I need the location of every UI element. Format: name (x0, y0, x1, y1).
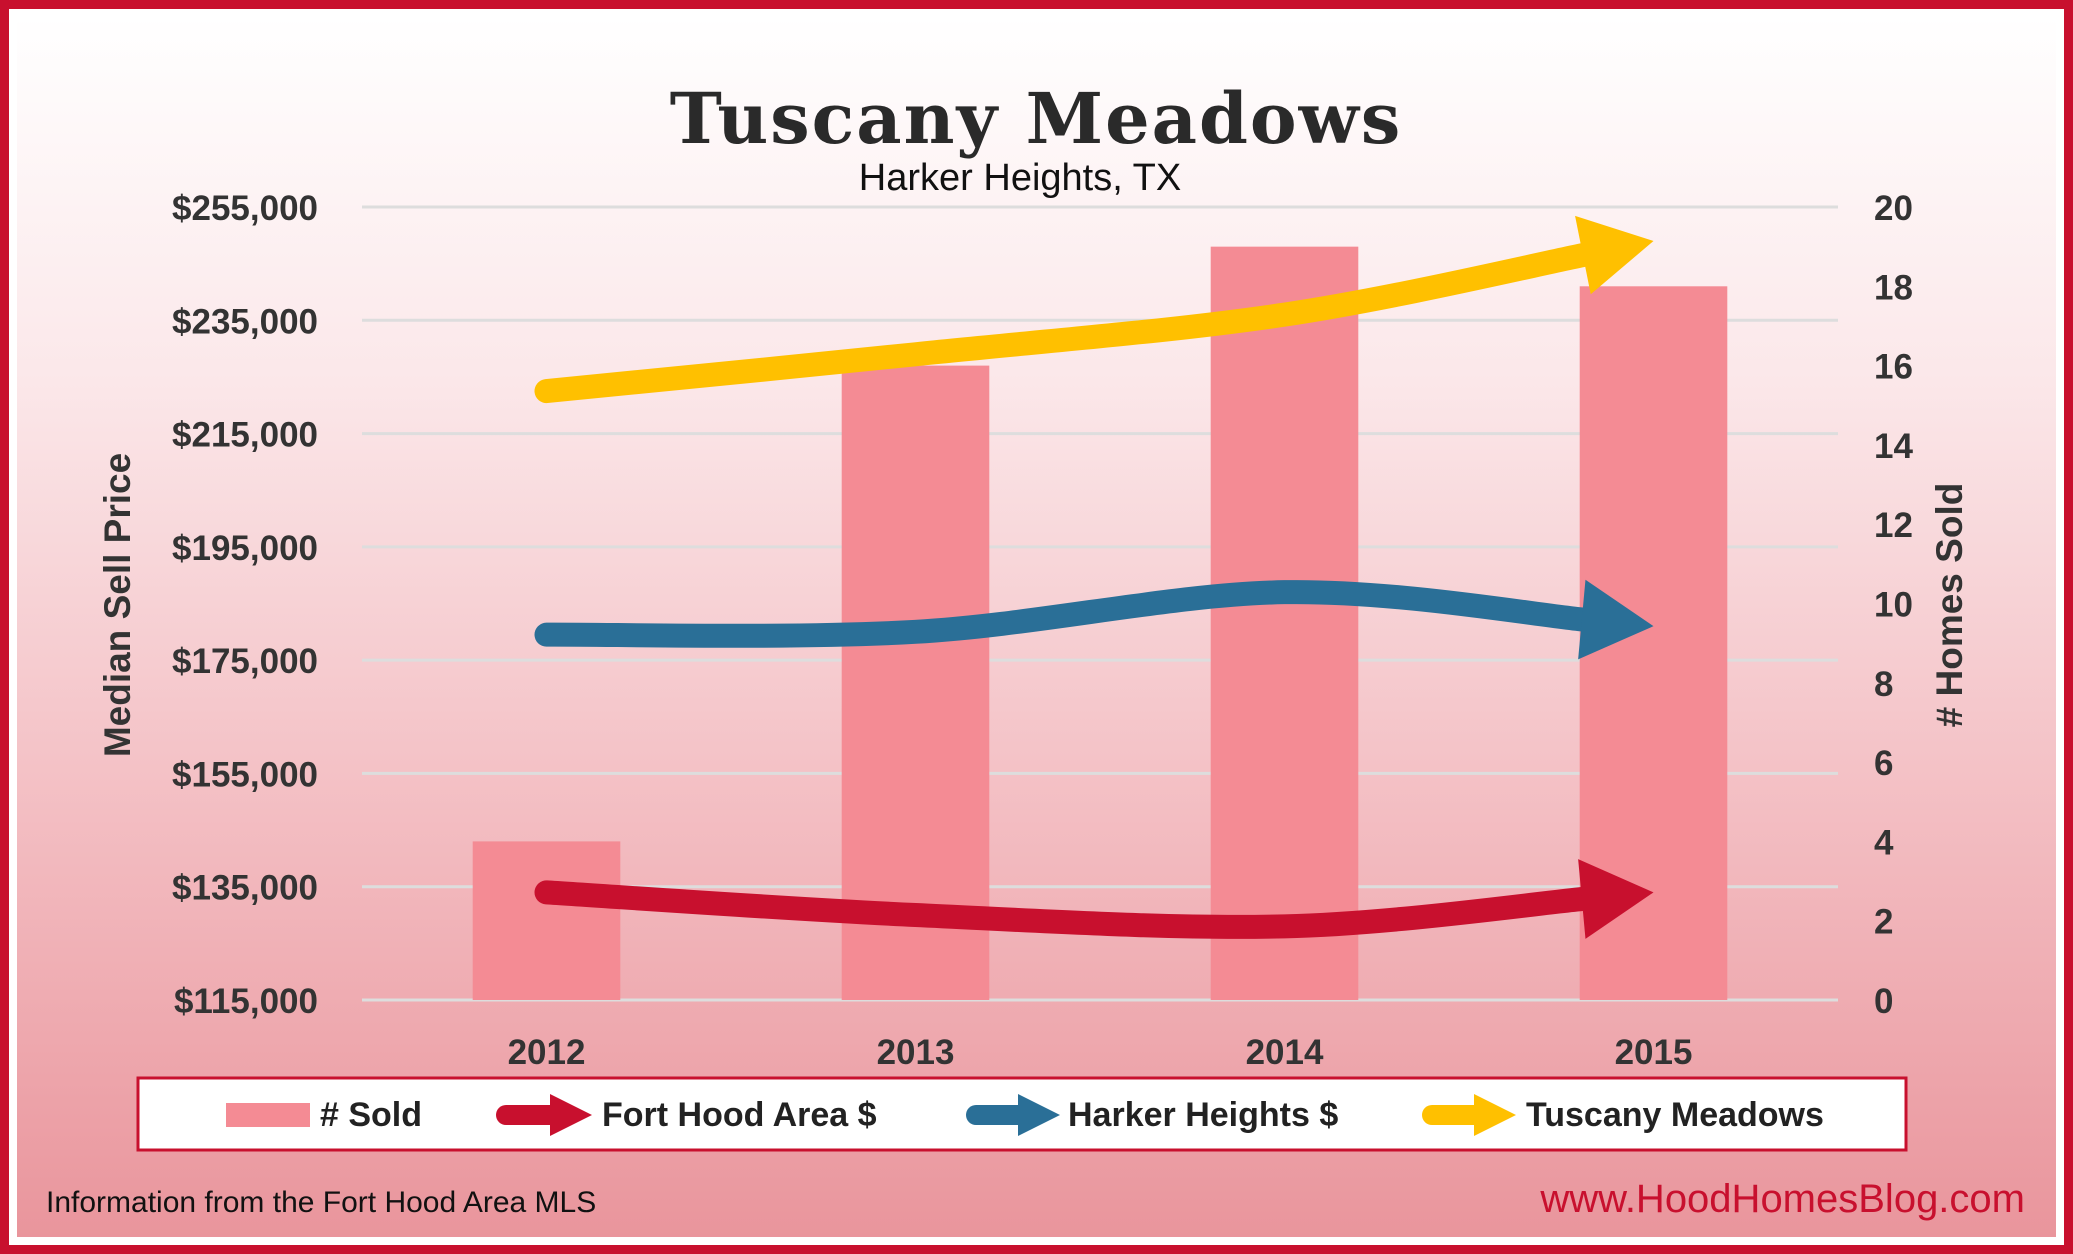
right-axis-label: # Homes Sold (1929, 483, 1970, 728)
x-tick-label: 2015 (1615, 1033, 1693, 1072)
bar-sold (841, 365, 990, 1001)
right-tick-label: 2 (1874, 903, 1893, 942)
left-tick-label: $255,000 (172, 189, 318, 228)
left-axis-label: Median Sell Price (97, 453, 138, 757)
series-arrows (534, 215, 1654, 939)
legend: # Sold Fort Hood Area $ Harker Heights $… (136, 1076, 1908, 1152)
right-tick-label: 12 (1874, 506, 1913, 545)
right-tick-label: 4 (1874, 823, 1894, 862)
right-tick-label: 6 (1874, 744, 1893, 783)
right-tick-label: 10 (1874, 586, 1913, 625)
x-tick-label: 2012 (508, 1033, 586, 1072)
left-tick-label: $175,000 (172, 642, 318, 681)
source-note: Information from the Fort Hood Area MLS (46, 1186, 596, 1219)
right-tick-label: 14 (1874, 427, 1913, 466)
legend-label-harker-heights: Harker Heights $ (1068, 1096, 1338, 1134)
left-tick-label: $215,000 (172, 416, 318, 455)
series-arrowhead-fort-hood-area (1578, 859, 1654, 939)
legend-label-tuscany-meadows: Tuscany Meadows (1526, 1096, 1824, 1134)
legend-arrow-tuscany-meadows-icon (1422, 1094, 1516, 1136)
legend-swatch-sold (226, 1103, 310, 1127)
left-tick-label: $135,000 (172, 869, 318, 908)
legend-label-fort-hood: Fort Hood Area $ (602, 1096, 877, 1134)
website-link[interactable]: www.HoodHomesBlog.com (1539, 1177, 2025, 1221)
series-arrowhead-harker-heights (1578, 579, 1654, 660)
right-tick-label: 20 (1874, 189, 1913, 228)
x-axis-ticks: 2012 2013 2014 2015 (508, 1033, 1693, 1072)
series-line-fort-hood-area (534, 880, 1600, 939)
series-arrowhead-tuscany-meadows (1575, 215, 1654, 295)
chart-subtitle: Harker Heights, TX (859, 157, 1181, 199)
chart-title: Tuscany Meadows (670, 77, 1403, 160)
right-tick-label: 0 (1874, 982, 1893, 1021)
legend-arrow-fort-hood-icon (496, 1094, 592, 1136)
left-tick-label: $195,000 (172, 529, 318, 568)
bars (472, 246, 1728, 1001)
bar-sold (1210, 246, 1359, 1000)
series-line-tuscany-meadows (534, 241, 1601, 404)
x-tick-label: 2014 (1246, 1033, 1324, 1072)
left-tick-label: $155,000 (172, 755, 318, 794)
right-tick-label: 16 (1874, 348, 1913, 387)
right-tick-label: 18 (1874, 268, 1913, 307)
left-axis-ticks: $255,000 $235,000 $215,000 $195,000 $175,000… (172, 189, 318, 1021)
left-tick-label: $235,000 (172, 302, 318, 341)
legend-label-sold: # Sold (320, 1096, 422, 1134)
legend-arrow-harker-heights-icon (966, 1094, 1060, 1136)
x-tick-label: 2013 (877, 1033, 955, 1072)
bar-sold (472, 841, 621, 1000)
right-tick-label: 8 (1874, 665, 1893, 704)
left-tick-label: $115,000 (174, 982, 318, 1021)
series-line-harker-heights (534, 580, 1600, 648)
